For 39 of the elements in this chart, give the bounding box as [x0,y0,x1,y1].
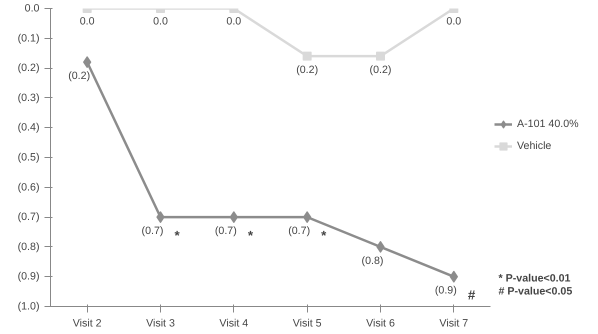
data-label: (0.7) [142,225,164,238]
data-label: (0.2) [296,64,318,76]
legend-label: A-101 40.0% [517,118,579,130]
data-label: 0.0 [446,16,462,28]
y-tick-label: 0.0 [24,2,40,14]
data-label: (0.9) [434,284,457,297]
point [376,240,385,253]
y-tick-label: (1.0) [18,300,40,312]
y-tick-label: (0.5) [18,152,40,164]
data-label: (0.7) [288,225,310,238]
x-tick-label: Visit 2 [72,318,102,330]
y-tick-label: (0.6) [18,181,40,194]
annotation: * [321,228,328,244]
y-tick-label: (0.2) [18,62,40,74]
y-tick-label: (0.3) [18,92,40,104]
x-tick-label: Visit 7 [439,318,468,330]
point [156,211,165,224]
data-label: 0.0 [226,16,242,28]
y-tick-label: (0.1) [18,32,40,44]
data-label: (0.2) [370,64,392,76]
data-label: 0.0 [80,16,95,28]
data-label: (0.7) [214,225,237,238]
x-tick-label: Visit 3 [146,318,175,330]
data-label: (0.2) [68,70,90,82]
y-tick-label: (0.7) [18,211,40,224]
y-tick-label: (0.9) [18,270,40,283]
annotation: # [468,288,476,303]
data-label: 0.0 [153,16,168,28]
x-tick-label: Visit 6 [366,318,395,330]
x-tick-label: Visit 4 [219,318,248,330]
x-tick-label: Visit 5 [292,318,322,330]
text: * P-value<0.01 [498,272,571,284]
y-tick-label: (0.8) [18,240,40,253]
text: # P-value<0.05 [498,286,572,298]
y-tick-label: (0.4) [18,122,40,134]
legend-label: Vehicle [517,140,552,152]
annotation: * [248,228,254,244]
data-label: (0.8) [362,254,384,267]
annotation: * [174,228,180,244]
